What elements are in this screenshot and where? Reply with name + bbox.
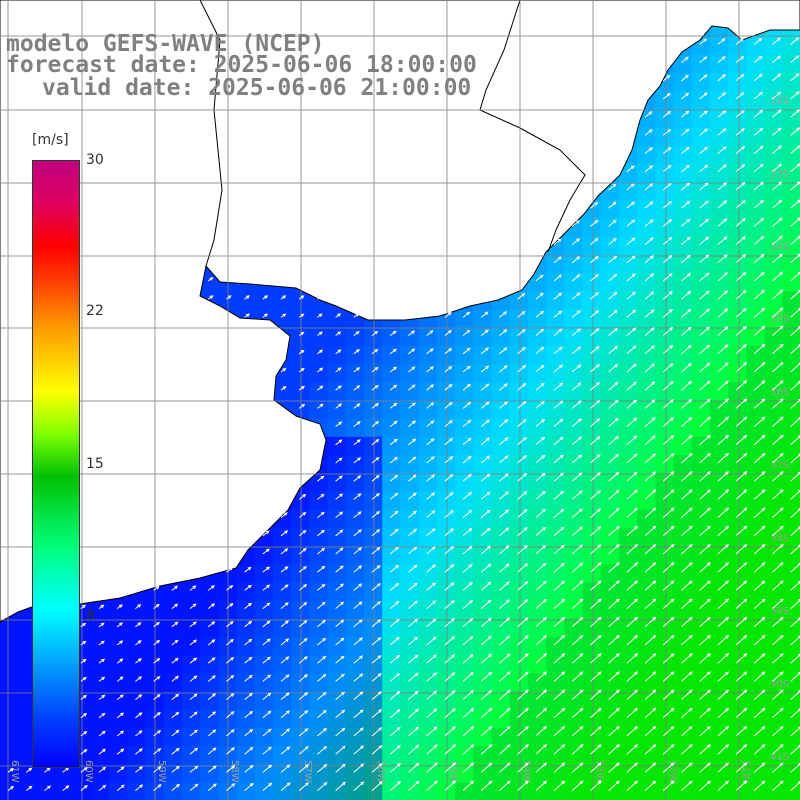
forecast-date: forecast date: 2025-06-06 18:00:00: [6, 52, 477, 78]
lat-label: 39S: [770, 606, 789, 617]
colorbar-tick-22: 22: [86, 303, 104, 319]
lon-label: 55W: [448, 760, 459, 783]
lat-label: 37S: [770, 460, 789, 471]
lat-label: 35S: [770, 314, 789, 325]
colorbar-unit: [m/s]: [32, 132, 69, 148]
colorbar-tick-15: 15: [86, 456, 104, 472]
lon-label: 56W: [375, 760, 386, 783]
lon-label: 52W: [667, 760, 678, 783]
lat-label: 36S: [770, 387, 789, 398]
valid-date: valid date: 2025-06-06 21:00:00: [42, 75, 472, 101]
colorbar: [32, 160, 80, 768]
lon-label: 51W: [740, 760, 751, 783]
lon-label: 54W: [521, 760, 532, 783]
lon-label: 59W: [156, 760, 167, 783]
lat-label: 34S: [770, 242, 789, 253]
lat-label: 32S: [770, 96, 789, 107]
lon-label: 58W: [229, 760, 240, 783]
lat-label: 33S: [770, 169, 789, 180]
colorbar-tick-30: 30: [86, 152, 104, 168]
lon-label: 57W: [302, 760, 313, 783]
colorbar-tick-8: 8: [86, 608, 95, 624]
model-title: modelo GEFS-WAVE (NCEP): [6, 31, 325, 57]
lat-label: 41S: [770, 752, 789, 763]
lon-label: 61W: [9, 760, 20, 783]
lat-label: 38S: [770, 533, 789, 544]
lon-label: 53W: [594, 760, 605, 783]
lat-label: 40S: [770, 679, 789, 690]
lon-label: 60W: [83, 760, 94, 783]
